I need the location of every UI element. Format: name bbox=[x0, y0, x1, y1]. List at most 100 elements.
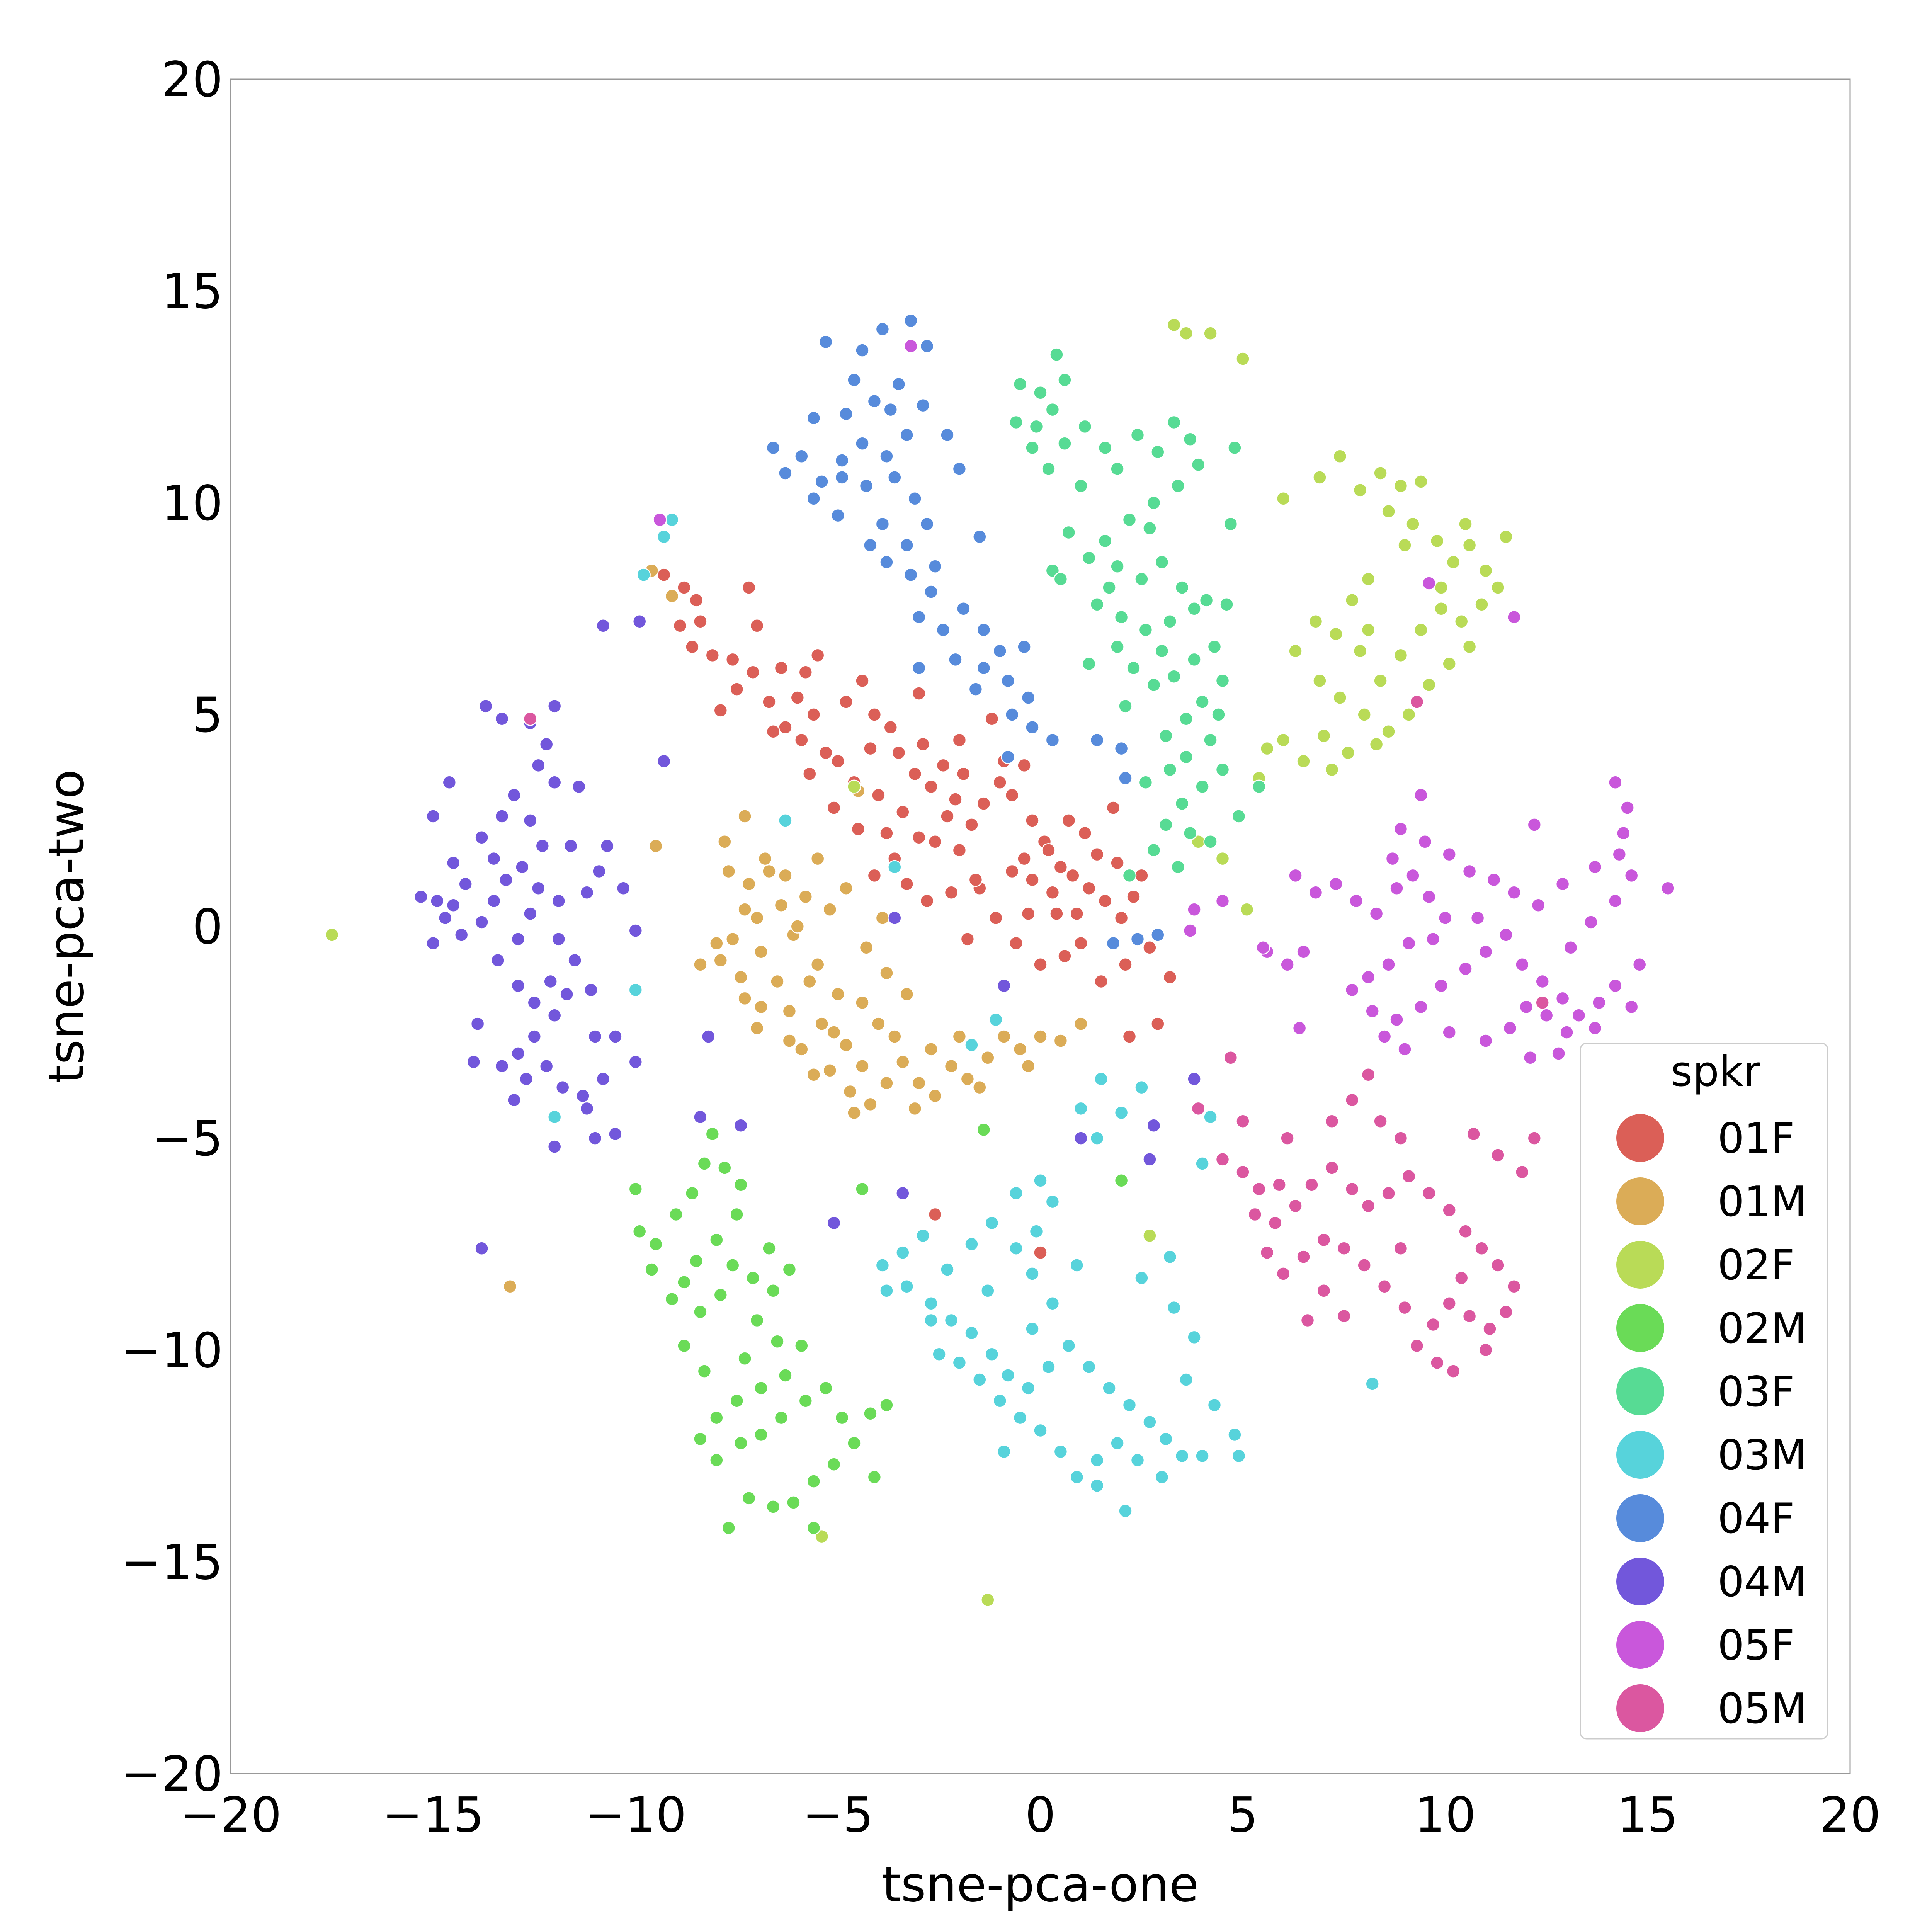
point-01F-16 bbox=[818, 745, 833, 760]
point-02F-29 bbox=[1313, 673, 1327, 688]
point-02F-46 bbox=[1499, 529, 1513, 544]
point-02M-24 bbox=[754, 1381, 768, 1395]
point-01M-1 bbox=[665, 589, 679, 603]
point-04M-18 bbox=[511, 932, 526, 946]
legend-label-04F: 04F bbox=[1718, 1495, 1795, 1543]
point-05F-40 bbox=[1584, 915, 1598, 929]
point-03F-53 bbox=[1219, 597, 1234, 612]
point-05F-4 bbox=[1308, 885, 1323, 900]
point-04F-24 bbox=[924, 585, 938, 599]
point-03M-61 bbox=[1203, 1110, 1218, 1124]
point-03F-3 bbox=[1029, 419, 1044, 434]
point-02F-28 bbox=[1288, 644, 1303, 658]
point-01F-55 bbox=[1110, 855, 1124, 870]
point-01F-74 bbox=[827, 801, 841, 815]
point-03F-27 bbox=[1114, 610, 1129, 624]
point-05M-33 bbox=[1260, 1245, 1274, 1260]
legend-label-05M: 05M bbox=[1718, 1685, 1807, 1733]
point-02M-0 bbox=[628, 1182, 643, 1196]
point-04M-39 bbox=[592, 864, 606, 879]
point-04M-19 bbox=[491, 953, 505, 968]
x-tick-label: 5 bbox=[1228, 1787, 1259, 1843]
point-02M-25 bbox=[730, 1394, 744, 1408]
point-05M-54 bbox=[1393, 1241, 1408, 1255]
point-01F-31 bbox=[896, 805, 910, 819]
point-04F-51 bbox=[1151, 928, 1165, 942]
point-01F-35 bbox=[952, 843, 967, 857]
point-04F-30 bbox=[976, 661, 991, 675]
point-03F-22 bbox=[1155, 555, 1169, 569]
point-01F-43 bbox=[1017, 851, 1031, 866]
point-03M-9 bbox=[924, 1296, 938, 1311]
y-tick-label: 15 bbox=[162, 264, 223, 320]
point-02F-47 bbox=[1458, 517, 1473, 531]
point-02M-2 bbox=[648, 1237, 663, 1251]
point-01F-78 bbox=[810, 648, 825, 663]
point-02F-10 bbox=[1393, 479, 1408, 493]
legend-item-02M: 02M bbox=[1616, 1304, 1807, 1353]
point-03F-2 bbox=[1045, 402, 1060, 417]
point-02F-48 bbox=[1398, 538, 1412, 553]
point-02M-36 bbox=[827, 1457, 841, 1471]
point-05M-55 bbox=[1478, 1343, 1493, 1357]
point-02F-38 bbox=[1341, 745, 1355, 760]
point-03M-5 bbox=[916, 1228, 930, 1243]
y-axis-ticks: −20 −15 −10 −5 0 5 10 15 20 bbox=[121, 52, 223, 1802]
point-05M-51 bbox=[1410, 695, 1424, 709]
point-04F-14 bbox=[794, 449, 809, 463]
point-03F-36 bbox=[1195, 695, 1209, 709]
point-04F-27 bbox=[956, 602, 971, 616]
point-05F-47 bbox=[1507, 885, 1521, 900]
point-01M-62 bbox=[973, 1080, 987, 1095]
point-01M-57 bbox=[503, 1279, 517, 1294]
point-05M-30 bbox=[1316, 1233, 1331, 1247]
point-01F-72 bbox=[867, 868, 882, 883]
point-01F-41 bbox=[1025, 813, 1039, 828]
point-05F-52 bbox=[1393, 822, 1408, 836]
point-04M-49 bbox=[426, 809, 440, 823]
point-01F-73 bbox=[851, 822, 866, 836]
point-03F-4 bbox=[1058, 436, 1072, 451]
point-03M-32 bbox=[973, 1372, 987, 1387]
point-03F-56 bbox=[1082, 656, 1096, 671]
point-04M-43 bbox=[539, 737, 554, 752]
point-02M-21 bbox=[770, 1334, 784, 1349]
point-05M-24 bbox=[1430, 1355, 1444, 1370]
point-05M-28 bbox=[1357, 1258, 1371, 1272]
legend-marker-03F bbox=[1616, 1367, 1664, 1415]
point-01M-3 bbox=[738, 809, 752, 823]
point-02F-30 bbox=[1333, 690, 1347, 705]
point-03F-64 bbox=[1102, 580, 1116, 595]
point-03F-47 bbox=[1171, 860, 1185, 874]
point-03F-37 bbox=[1179, 712, 1193, 726]
point-04M-13 bbox=[535, 838, 550, 853]
point-01F-59 bbox=[1143, 940, 1157, 955]
point-01F-93 bbox=[871, 788, 886, 802]
point-05F-67 bbox=[1377, 1029, 1392, 1044]
legend-item-01M: 01M bbox=[1616, 1177, 1807, 1226]
point-03M-1 bbox=[656, 529, 671, 544]
point-01M-40 bbox=[1033, 1029, 1048, 1044]
point-02F-41 bbox=[1276, 733, 1291, 747]
point-01M-66 bbox=[871, 1017, 886, 1031]
point-02F-32 bbox=[1381, 724, 1396, 739]
y-tick-label: 20 bbox=[162, 52, 223, 108]
point-01M-42 bbox=[1074, 1017, 1088, 1031]
point-03M-68 bbox=[1070, 1258, 1084, 1272]
point-02M-8 bbox=[733, 1177, 748, 1192]
point-05M-44 bbox=[1515, 1165, 1529, 1179]
point-03F-8 bbox=[1130, 428, 1145, 442]
point-05F-71 bbox=[1507, 610, 1521, 624]
point-05F-14 bbox=[1401, 936, 1416, 951]
point-03M-37 bbox=[1009, 1241, 1023, 1255]
point-01M-46 bbox=[875, 911, 890, 925]
point-04F-19 bbox=[908, 492, 922, 506]
point-04M-3 bbox=[438, 911, 452, 925]
point-05F-73 bbox=[903, 339, 918, 353]
point-03M-59 bbox=[1114, 1105, 1129, 1120]
point-01M-9 bbox=[798, 889, 813, 904]
point-03F-69 bbox=[1025, 440, 1039, 455]
point-04M-58 bbox=[608, 1127, 622, 1141]
point-05M-46 bbox=[1280, 1131, 1294, 1145]
point-01F-13 bbox=[806, 707, 821, 722]
